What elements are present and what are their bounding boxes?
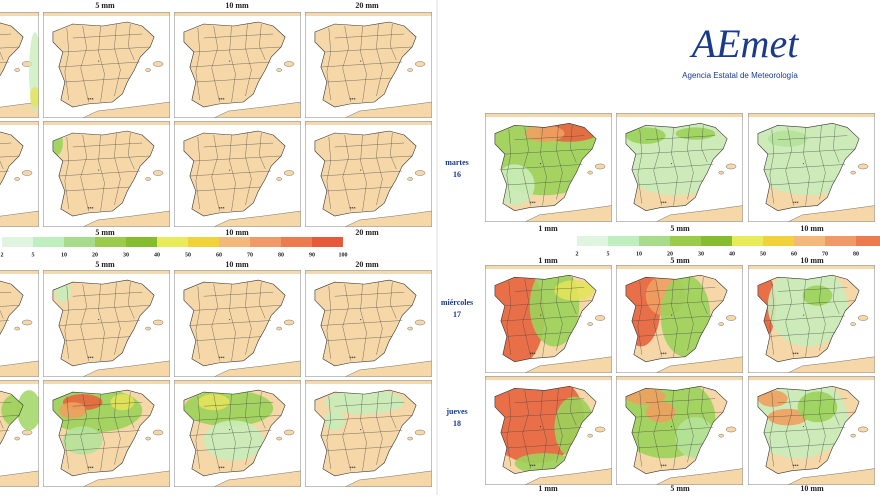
header: 10 mm — [800, 224, 824, 233]
day-num: 16 — [453, 170, 461, 179]
legend-label: 40 — [154, 252, 160, 258]
map — [0, 121, 39, 227]
day-num: 17 — [453, 310, 461, 319]
header: 10 mm — [225, 1, 249, 10]
header: 1 mm — [538, 256, 558, 265]
logo-subtitle: Agencia Estatal de Meteorología — [682, 71, 798, 80]
legend-swatch — [701, 236, 732, 246]
legend-swatch — [856, 236, 880, 246]
legend-swatch — [219, 237, 250, 247]
legend-swatch — [639, 236, 670, 246]
header: 10 mm — [800, 484, 824, 493]
legend-label: 80 — [853, 251, 859, 257]
day-name: jueves — [445, 407, 467, 416]
header: 5 mm — [95, 1, 115, 10]
header: 10 mm — [225, 260, 249, 269]
legend-label: 5 — [607, 251, 610, 257]
header: 1 mm — [538, 484, 558, 493]
map — [174, 121, 301, 227]
legend-swatch — [577, 236, 608, 246]
map — [616, 265, 743, 373]
legend-swatch — [126, 237, 157, 247]
map — [174, 12, 301, 118]
day-num: 18 — [453, 419, 461, 428]
map — [0, 12, 41, 118]
legend-swatch — [312, 237, 343, 247]
map — [43, 12, 170, 118]
legend-swatch — [2, 237, 33, 247]
map — [748, 376, 875, 485]
legend-swatch — [608, 236, 639, 246]
legend-swatch — [825, 236, 856, 246]
legend-label: 30 — [123, 252, 129, 258]
legend-swatch — [33, 237, 64, 247]
legend-swatch — [794, 236, 825, 246]
map — [0, 270, 39, 377]
day-name: martes — [445, 158, 469, 167]
legend-swatch — [732, 236, 763, 246]
day-labels: martes 16 miércoles 17 jueves 18 — [441, 158, 473, 428]
map — [174, 270, 301, 377]
header: 20 mm — [355, 228, 379, 237]
header: 5 mm — [95, 260, 115, 269]
map — [305, 121, 432, 227]
header: 5 mm — [670, 484, 690, 493]
map — [305, 12, 432, 118]
legend-label: 60 — [216, 252, 222, 258]
legend-swatch — [188, 237, 219, 247]
legend-label: 90 — [309, 252, 315, 258]
map — [305, 270, 432, 377]
legend-label: 5 — [32, 252, 35, 258]
header: 5 mm — [670, 256, 690, 265]
logo: AEmet Agencia Estatal de Meteorología — [682, 21, 799, 80]
legend-label: 30 — [698, 251, 704, 257]
legend-label: 60 — [791, 251, 797, 257]
day-name: miércoles — [441, 298, 473, 307]
map — [0, 380, 41, 487]
map — [616, 113, 743, 222]
header: 20 mm — [355, 260, 379, 269]
legend-label: 100 — [339, 252, 348, 258]
map — [485, 113, 612, 222]
header: 5 mm — [95, 228, 115, 237]
legend-swatch — [95, 237, 126, 247]
legend-swatch — [250, 237, 281, 247]
legend-swatch — [670, 236, 701, 246]
map — [748, 265, 875, 373]
header: 10 mm — [225, 228, 249, 237]
legend-label: 10 — [61, 252, 67, 258]
legend-swatch — [281, 237, 312, 247]
legend-label: 2 — [1, 252, 4, 258]
legend-label: 70 — [247, 252, 253, 258]
map — [485, 371, 612, 485]
legend-label: 50 — [185, 252, 191, 258]
right-headers-3: 1 mm 5 mm 10 mm — [538, 484, 824, 493]
map — [43, 121, 170, 227]
map — [748, 113, 875, 222]
header: 10 mm — [800, 256, 824, 265]
legend-label: 50 — [760, 251, 766, 257]
legend-swatch — [763, 236, 794, 246]
legend-label: 20 — [92, 252, 98, 258]
legend-swatch — [157, 237, 188, 247]
legend-label: 80 — [278, 252, 284, 258]
header: 1 mm — [538, 224, 558, 233]
legend-label: 2 — [576, 251, 579, 257]
map — [305, 380, 432, 487]
logo-name: AEmet — [689, 21, 800, 66]
map — [485, 265, 612, 373]
right-headers-1: 1 mm 5 mm 10 mm — [538, 224, 824, 233]
legend-label: 10 — [636, 251, 642, 257]
map — [616, 376, 743, 485]
map — [174, 380, 301, 487]
map — [43, 380, 170, 487]
legend-swatch — [64, 237, 95, 247]
right-headers-2: 1 mm 5 mm 10 mm — [538, 256, 824, 265]
legend-label: 40 — [729, 251, 735, 257]
map — [43, 270, 170, 377]
header: 20 mm — [355, 1, 379, 10]
header: 5 mm — [670, 224, 690, 233]
